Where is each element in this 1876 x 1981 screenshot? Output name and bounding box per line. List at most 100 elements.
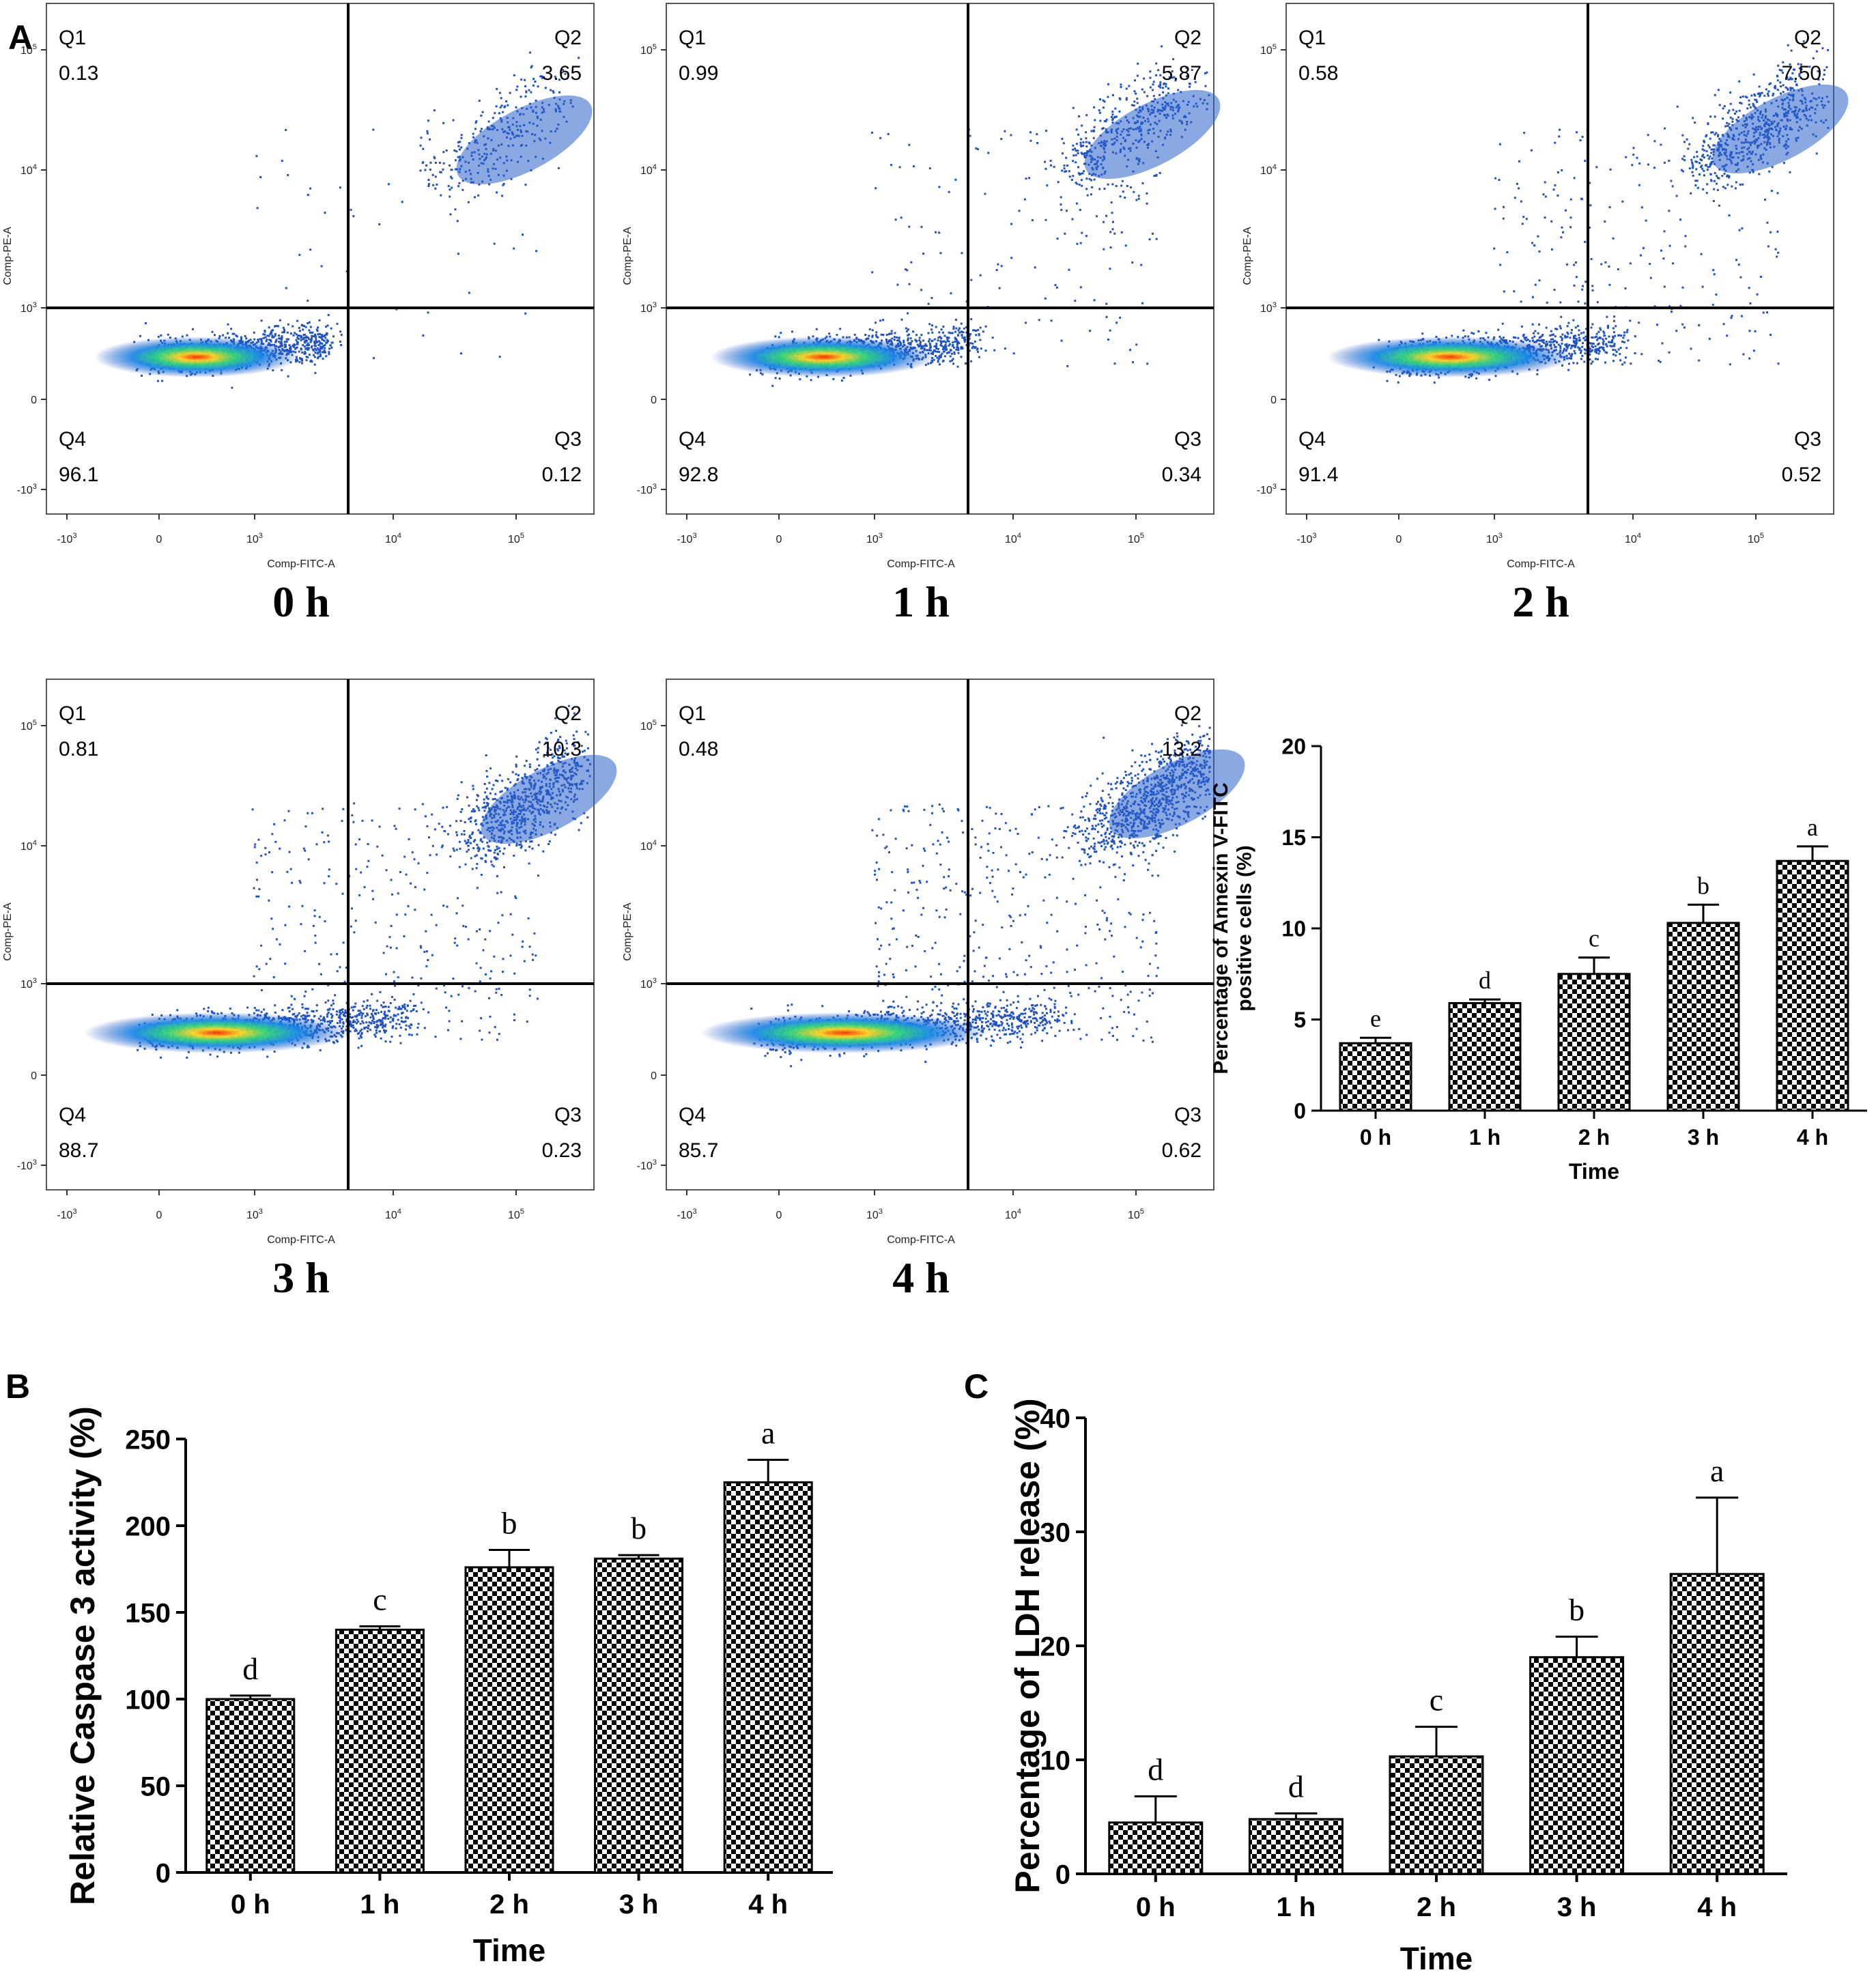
y-tick-label: 104: [20, 163, 37, 177]
x-tick-label: 0: [776, 1210, 782, 1221]
density-core-q4: [700, 1012, 987, 1053]
x-axis-label: Comp-FITC-A: [267, 558, 335, 570]
x-tick-label: 2 h: [1578, 1125, 1610, 1150]
quadrant-q2-value: 3.65: [542, 62, 582, 85]
panel-letter-b: B: [5, 1367, 30, 1406]
x-axis-label: Comp-FITC-A: [887, 558, 955, 570]
y-tick-label: -103: [637, 1158, 657, 1172]
y-tick-label: -103: [17, 483, 37, 496]
quadrant-q1-name: Q1: [679, 27, 706, 49]
x-tick-label: 103: [246, 1208, 263, 1221]
bar-4h: [1669, 1573, 1765, 1875]
significance-letter: d: [1148, 1752, 1163, 1786]
x-tick-label: 103: [1486, 532, 1503, 545]
significance-letter: d: [1288, 1769, 1304, 1804]
x-tick-label: 105: [1128, 1208, 1144, 1221]
y-tick-label: 104: [20, 839, 37, 853]
x-tick-label: 1 h: [1277, 1892, 1316, 1922]
flow-plot-frame: [46, 3, 595, 515]
x-tick-label: 103: [246, 532, 263, 545]
x-axis-title: Time: [1569, 1159, 1619, 1184]
bar-3h: [1529, 1656, 1625, 1875]
significance-letter: c: [373, 1582, 386, 1616]
x-axis-label: Comp-FITC-A: [1507, 558, 1575, 570]
ldh-bar-chart: 0 10 20 30 40 d 0 h d 1 h c 2 h b 3 h a 4 h Time Percent…: [1008, 1398, 1787, 1976]
caspase-bar-chart: 0 50 100 150 200 250 d 0 h c 1 h b 2 h b 3 h a 4 h Time R…: [63, 1406, 833, 1968]
y-tick-label: 105: [20, 719, 37, 732]
flow-plot-1: Q1 0.99 Q2 5.87 Q4 92.8 Q3 0.34 -103 0 103 104 105 Co…: [622, 3, 1221, 626]
y-tick-label: 0: [1270, 395, 1277, 406]
flow-plot-frame: [46, 679, 595, 1191]
x-tick-label: 104: [385, 532, 401, 545]
x-tick-label: 105: [508, 1208, 524, 1221]
y-axis-title: Relative Caspase 3 activity (%): [63, 1406, 102, 1905]
density-core-q4: [711, 337, 936, 377]
y-tick-label: 104: [1260, 163, 1277, 177]
quadrant-q4-value: 91.4: [1298, 464, 1338, 486]
significance-letter: b: [1697, 872, 1709, 899]
x-tick-label: 0 h: [231, 1890, 270, 1920]
quadrant-q2-name: Q2: [1174, 702, 1202, 725]
y-axis-label: Comp-PE-A: [2, 902, 14, 961]
y-tick-label: 10: [1040, 1745, 1071, 1776]
y-tick-label: 103: [640, 977, 657, 990]
y-tick-label: 0: [1055, 1859, 1070, 1890]
x-tick-label: -103: [677, 532, 696, 545]
quadrant-q2-name: Q2: [1174, 27, 1202, 49]
significance-letter: c: [1589, 925, 1600, 952]
flow-plot-frame: [666, 3, 1214, 515]
significance-letter: d: [242, 1651, 258, 1686]
density-core-q4: [94, 337, 299, 377]
quadrant-q1-value: 0.58: [1298, 62, 1338, 85]
y-tick-label: 104: [640, 163, 657, 177]
quadrant-q1-value: 0.13: [59, 62, 98, 85]
quadrant-q2-name: Q2: [554, 702, 582, 725]
bar-0h: [205, 1698, 296, 1874]
x-tick-label: 2 h: [1417, 1892, 1456, 1922]
flow-plot-frame: [1285, 3, 1834, 515]
x-tick-label: 1 h: [1469, 1125, 1501, 1150]
y-tick-label: 0: [31, 1070, 37, 1082]
bar-3h: [1666, 922, 1740, 1112]
annexin-bar-chart: 0 5 10 15 20 e 0 h d 1 h c 2 h b 3 h a 4 h Time Percenta…: [1210, 735, 1867, 1184]
y-tick-label: 5: [1294, 1008, 1306, 1032]
density-core-q2: [1712, 84, 1849, 174]
quadrant-q2-value: 5.87: [1162, 62, 1202, 85]
significance-letter: a: [1807, 814, 1818, 841]
x-tick-label: 104: [385, 1208, 401, 1221]
y-tick-label: -103: [637, 483, 657, 496]
quadrant-q1-value: 0.81: [59, 738, 98, 760]
y-tick-label: 103: [640, 301, 657, 315]
quadrant-q4-name: Q4: [679, 1104, 706, 1126]
x-tick-label: 3 h: [619, 1890, 659, 1920]
quadrant-q3-name: Q3: [1794, 428, 1821, 451]
y-axis-label: Comp-PE-A: [622, 227, 634, 285]
y-tick-label: 103: [20, 301, 37, 315]
x-tick-label: 3 h: [1688, 1125, 1719, 1150]
quadrant-q3-name: Q3: [554, 1104, 582, 1126]
quadrant-q1-name: Q1: [59, 27, 86, 49]
flow-plot-frame: [666, 679, 1214, 1191]
flow-plot-4: Q1 0.48 Q2 13.2 Q4 85.7 Q3 0.62 -103 0 103 104 105 Co…: [622, 679, 1245, 1302]
bar-0h: [1108, 1821, 1204, 1875]
quadrant-q3-name: Q3: [554, 428, 582, 451]
density-core-q4: [1327, 337, 1573, 377]
flow-time-label: 4 h: [892, 1253, 950, 1302]
quadrant-q3-name: Q3: [1174, 428, 1202, 451]
panel-letter-a: A: [8, 18, 33, 57]
quadrant-q1-name: Q1: [679, 702, 706, 725]
quadrant-q4-value: 92.8: [679, 464, 718, 486]
quadrant-q2-value: 13.2: [1162, 738, 1202, 760]
quadrant-q3-value: 0.23: [542, 1139, 582, 1162]
significance-letter: a: [1710, 1453, 1724, 1488]
significance-letter: b: [631, 1511, 646, 1545]
y-tick-label: 0: [1294, 1099, 1306, 1124]
flow-event-dots: [749, 45, 1210, 387]
x-tick-label: 104: [1005, 532, 1021, 545]
y-tick-label: 15: [1281, 825, 1306, 850]
density-core-q2: [456, 95, 593, 185]
significance-letter: e: [1370, 1005, 1381, 1032]
y-tick-label: 103: [1260, 301, 1277, 315]
x-tick-label: 4 h: [1697, 1892, 1737, 1922]
quadrant-q1-name: Q1: [59, 702, 86, 725]
